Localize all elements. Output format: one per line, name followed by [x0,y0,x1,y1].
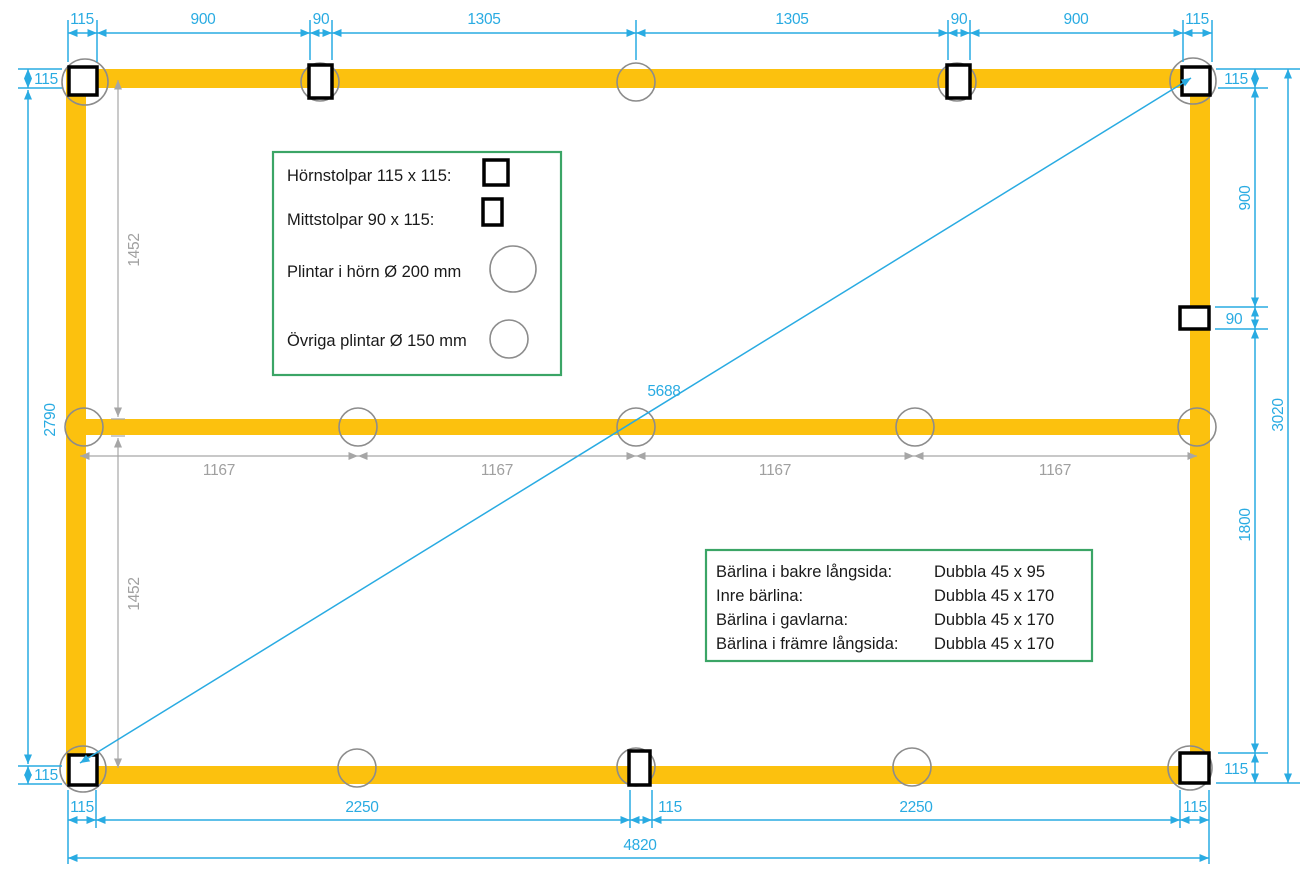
legend-posts-item-2-label: Mittstolpar 90 x 115: [287,211,434,229]
dim-inner-horizontal-3: 1167 [759,462,791,479]
mid-post-legend-icon [481,197,504,227]
dim-top-7: 900 [1064,11,1090,28]
top-long-beam [66,69,1210,88]
bottom-dimension-rows: 115 2250 115 2250 115 4820 [67,790,1210,864]
dim-top-4: 1305 [467,11,500,28]
top-dimension-row: 115 900 90 1305 1305 90 900 115 [67,11,1213,62]
dim-left-bottom-115: 115 [34,767,58,784]
legend-beams-row-2-label: Inre bärlina: [716,587,803,605]
middle-beam [66,419,1210,435]
dim-top-1: 115 [70,11,94,28]
legend-beams-row-3-label: Bärlina i gavlarna: [716,611,848,629]
corner-post-top-left [67,65,99,97]
corner-post-top-right [1180,65,1212,97]
dim-bottom-5: 115 [1183,799,1207,816]
legend-beams-row-1-label: Bärlina i bakre långsida: [716,563,892,581]
legend-beams-row-4-value: Dubbla 45 x 170 [934,635,1054,653]
dim-right-bottom-115: 115 [1224,761,1248,778]
dim-bottom-total: 4820 [623,837,657,854]
right-dimension-column: 115 900 90 1800 115 3020 [1215,68,1300,784]
dim-right-lower: 1800 [1237,508,1254,542]
legend-beams-row-2-value: Dubbla 45 x 170 [934,587,1054,605]
legend-posts-item-3-label: Plintar i hörn Ø 200 mm [287,263,461,281]
mid-post-top-left [307,63,334,100]
diagonal-dimension: 5688 [79,77,1192,764]
dim-right-top-115: 115 [1224,71,1248,88]
corner-post-bottom-left [67,753,99,787]
dim-left-height: 2790 [42,403,59,437]
legend-posts-item-4-label: Övriga plintar Ø 150 mm [287,332,467,350]
corner-post-bottom-right [1178,751,1211,785]
legend-posts-box [271,150,563,377]
legend-beams: Bärlina i bakre långsida: Dubbla 45 x 95… [704,548,1094,663]
legend-posts-item-1-label: Hörnstolpar 115 x 115: [287,167,451,185]
dim-inner-horizontal-1: 1167 [203,462,235,479]
legend-posts: Hörnstolpar 115 x 115: Mittstolpar 90 x … [271,150,563,377]
mid-post-top-right [945,63,972,100]
corner-post-legend-icon [482,158,510,187]
dim-top-8: 115 [1185,11,1209,28]
dim-right-mid-post: 90 [1226,311,1243,328]
left-dimension-column: 115 2790 115 [18,68,62,785]
beams [66,69,1210,784]
dim-inner-horizontal-2: 1167 [481,462,513,479]
corner-plinth-legend-icon [489,245,537,293]
legend-beams-row-1-value: Dubbla 45 x 95 [934,563,1045,581]
dim-bottom-1: 115 [70,799,94,816]
dim-bottom-2: 2250 [345,799,379,816]
dim-right-upper: 900 [1237,185,1254,211]
other-plinth-legend-icon [489,319,529,359]
dim-top-2: 900 [191,11,217,28]
dim-inner-vertical-2: 1452 [126,577,143,610]
dim-inner-vertical-1: 1452 [126,233,143,266]
mid-post-bottom [627,749,652,787]
mid-post-right-gable [1178,305,1211,331]
dim-right-total: 3020 [1270,398,1287,432]
legend-beams-row-4-label: Bärlina i främre långsida: [716,635,899,653]
dim-bottom-4: 2250 [899,799,933,816]
dim-left-top-115: 115 [34,71,58,88]
dim-diagonal: 5688 [647,383,680,400]
legend-beams-box [704,548,1094,663]
dim-inner-horizontal-4: 1167 [1039,462,1071,479]
dim-top-5: 1305 [775,11,808,28]
legend-beams-row-3-value: Dubbla 45 x 170 [934,611,1054,629]
dim-top-6: 90 [951,11,968,28]
dim-bottom-3: 115 [658,799,682,816]
dim-top-3: 90 [313,11,330,28]
